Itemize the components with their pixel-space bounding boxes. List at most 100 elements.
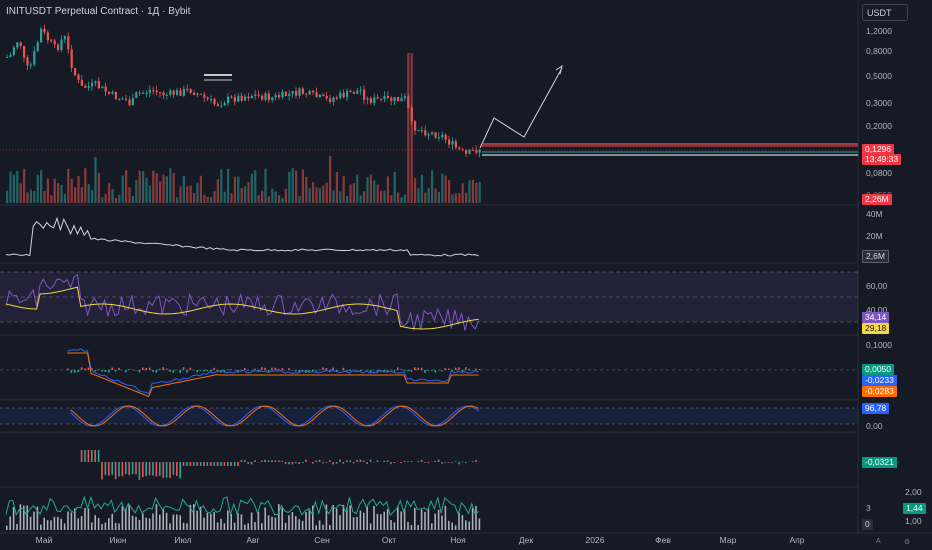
ratio-bar	[376, 513, 379, 530]
candle-body	[19, 42, 22, 46]
candle-body	[284, 91, 287, 96]
candle-body	[386, 96, 389, 98]
ao-bar	[471, 461, 474, 462]
candle-body	[250, 96, 253, 99]
ratio-bar	[94, 515, 96, 530]
macd-histogram-bar	[87, 367, 90, 370]
candle-body	[376, 97, 379, 99]
currency-button[interactable]: USDT	[862, 4, 908, 21]
candle-body	[427, 133, 430, 136]
ratio-bar	[152, 513, 154, 530]
ao-bar	[84, 450, 86, 462]
projection-line	[479, 67, 563, 149]
stoch-d-line	[70, 405, 479, 427]
macd-histogram-bar	[397, 367, 399, 370]
ratio-bar	[169, 523, 171, 530]
macd-histogram-bar	[346, 370, 348, 372]
macd-histogram-bar	[431, 370, 433, 371]
volume-bar	[397, 192, 400, 203]
candle-body	[118, 98, 121, 100]
ratio-bar	[400, 511, 402, 530]
ao-bar	[332, 462, 334, 465]
ao-bar	[305, 459, 307, 462]
volume-bar	[414, 178, 417, 203]
candle-body	[346, 90, 349, 98]
volume-bar	[114, 197, 117, 203]
ratio-bar	[74, 508, 76, 530]
ratio-zero-badge: 0	[862, 519, 873, 530]
ratio-bar	[138, 519, 141, 530]
ao-bar	[159, 462, 161, 476]
stoch-k-line	[70, 405, 479, 427]
time-label: Фев	[655, 535, 671, 545]
ratio-bar	[305, 512, 307, 530]
volume-bar	[230, 193, 233, 203]
candle-body	[441, 134, 444, 138]
ao-bar	[403, 461, 406, 462]
ratio-bar	[159, 514, 161, 530]
macd-histogram-bar	[148, 367, 151, 370]
ao-bar	[230, 462, 232, 466]
candle-body	[70, 49, 73, 68]
candle-body	[325, 96, 328, 99]
ao-bar	[346, 460, 348, 462]
macd-histogram-bar	[111, 367, 113, 370]
ratio-bar	[145, 517, 147, 530]
macd-histogram-bar	[182, 367, 185, 370]
volume-bar	[431, 170, 434, 203]
ratio-tick: 1,00	[905, 516, 922, 526]
ao-bar	[376, 460, 379, 462]
candle-body	[288, 93, 291, 96]
macd-histogram-bar	[454, 367, 457, 370]
ao-bar	[80, 450, 83, 462]
ao-bar	[91, 450, 93, 462]
ao-bar	[312, 462, 314, 464]
ratio-bar	[451, 522, 453, 530]
settings-icon[interactable]: ⚙	[904, 539, 911, 546]
volume-bar	[26, 192, 29, 203]
ratio-bar	[437, 509, 440, 530]
ao-bar	[138, 462, 141, 480]
ao-bar	[475, 460, 477, 462]
ao-bar	[193, 462, 195, 466]
auto-scale-icon[interactable]: A	[876, 538, 881, 545]
candle-body	[138, 92, 141, 94]
macd-histogram-bar	[172, 370, 175, 373]
volume-bar	[43, 190, 46, 203]
ao-bar	[448, 462, 450, 463]
ao-bar	[427, 462, 430, 464]
candle-body	[461, 149, 464, 151]
macd-histogram-bar	[254, 368, 256, 370]
ratio-tick: 3	[866, 503, 871, 513]
volume-bar	[352, 183, 355, 203]
ratio-bar	[189, 504, 192, 530]
candle-body	[448, 139, 451, 145]
macd-histogram-bar	[451, 370, 453, 372]
macd-histogram-bar	[138, 370, 141, 373]
candle-body	[414, 121, 417, 131]
volume-bar	[53, 178, 56, 203]
macd-histogram-bar	[291, 370, 294, 371]
ao-bar	[97, 450, 100, 462]
volume-bar	[97, 173, 100, 203]
volume-bar	[257, 195, 260, 203]
price-tick: 0,0800	[866, 168, 892, 178]
volume-bar	[366, 177, 369, 203]
ratio-bar	[104, 522, 107, 530]
volume-bar	[363, 191, 366, 203]
macd-line	[67, 348, 479, 395]
macd-histogram-bar	[80, 367, 83, 370]
macd-histogram-bar	[267, 370, 270, 373]
ratio-bar	[121, 506, 124, 530]
candle-body	[369, 98, 372, 103]
price-tick: 1,2000	[866, 26, 892, 36]
candle-body	[271, 97, 274, 101]
volume-bar	[454, 193, 457, 203]
volume-bar	[383, 190, 386, 203]
ao-bar	[213, 462, 215, 466]
ratio-bar	[114, 522, 117, 530]
macd-histogram-bar	[274, 367, 277, 370]
ao-bar	[135, 462, 137, 475]
ratio-bar	[43, 517, 45, 530]
